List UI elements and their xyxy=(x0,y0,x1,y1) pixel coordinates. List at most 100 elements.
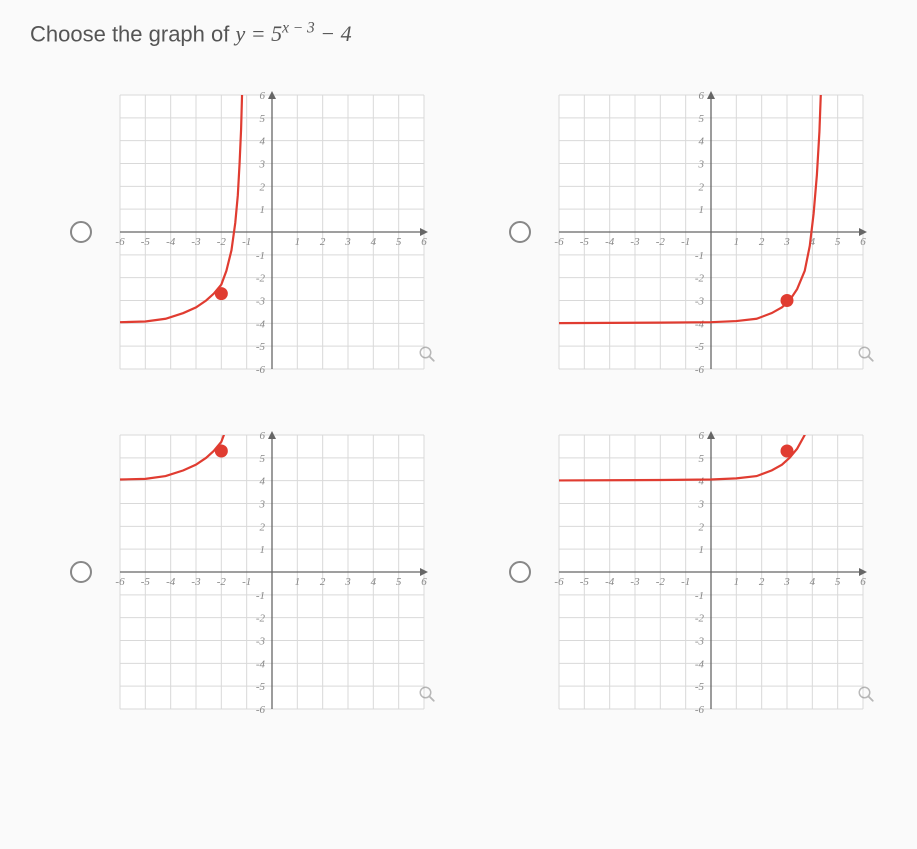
chart-option-A[interactable]: -6-5-4-3-2-1123456-6-5-4-3-2-1123456 xyxy=(70,77,449,387)
svg-text:5: 5 xyxy=(698,453,704,465)
svg-text:3: 3 xyxy=(344,576,351,588)
chart-option-B[interactable]: -6-5-4-3-2-1123456-6-5-4-3-2-1123456 xyxy=(509,77,888,387)
svg-text:-1: -1 xyxy=(681,236,690,248)
svg-text:-1: -1 xyxy=(681,576,690,588)
svg-text:-4: -4 xyxy=(694,319,704,331)
magnify-icon[interactable] xyxy=(857,685,875,703)
radio-button[interactable] xyxy=(70,561,92,583)
svg-text:-2: -2 xyxy=(655,236,665,248)
svg-text:-5: -5 xyxy=(256,681,266,693)
chart-plot: -6 -5 -4 -3 -2 -1 1 2 3 4 5 6 -6 -5 -4 -3 -2 -1 1 2 3 4 5 6 xyxy=(541,417,881,727)
svg-text:2: 2 xyxy=(260,182,266,194)
charts-grid: -6 -5 -4 -3 -2 -1 1 2 3 4 5 6 -6 -5 -4 -3 -2 -1 1 2 3 4 5 6 -6 -5… xyxy=(30,77,887,727)
chart-option-C[interactable]: -6-5-4-3-2-1123456-6-5-4-3-2-1123456 xyxy=(70,417,449,727)
svg-text:-4: -4 xyxy=(166,236,176,248)
svg-text:1: 1 xyxy=(698,544,704,556)
svg-text:-4: -4 xyxy=(605,236,615,248)
svg-text:-1: -1 xyxy=(256,250,265,262)
svg-text:6: 6 xyxy=(421,236,427,248)
svg-text:5: 5 xyxy=(396,236,402,248)
svg-text:1: 1 xyxy=(295,576,301,588)
svg-text:-6: -6 xyxy=(115,236,125,248)
magnify-icon[interactable] xyxy=(418,345,436,363)
svg-text:-1: -1 xyxy=(256,590,265,602)
question-prefix: Choose the graph of xyxy=(30,21,235,46)
svg-text:-3: -3 xyxy=(191,236,201,248)
chart-option-D[interactable]: -6 -5 -4 -3 -2 -1 1 2 3 4 5 6 -6 -5 -4 -3 -2 -1 1 2 3 4 5 6 xyxy=(509,417,888,727)
svg-text:-6: -6 xyxy=(256,364,266,376)
svg-text:6: 6 xyxy=(698,430,704,442)
svg-text:-2: -2 xyxy=(256,613,266,625)
svg-text:2: 2 xyxy=(698,182,704,194)
svg-text:5: 5 xyxy=(260,113,266,125)
svg-text:1: 1 xyxy=(733,236,739,248)
svg-text:-2: -2 xyxy=(655,576,665,588)
svg-text:-4: -4 xyxy=(694,659,704,671)
radio-button[interactable] xyxy=(509,221,531,243)
radio-button[interactable] xyxy=(509,561,531,583)
svg-text:-2: -2 xyxy=(217,236,227,248)
svg-text:-4: -4 xyxy=(256,319,266,331)
svg-text:-3: -3 xyxy=(630,576,640,588)
svg-text:3: 3 xyxy=(783,236,790,248)
svg-text:3: 3 xyxy=(783,576,790,588)
svg-text:2: 2 xyxy=(260,522,266,534)
svg-text:-4: -4 xyxy=(166,576,176,588)
svg-text:-5: -5 xyxy=(141,236,151,248)
svg-text:6: 6 xyxy=(860,576,866,588)
svg-text:-1: -1 xyxy=(694,250,703,262)
svg-text:6: 6 xyxy=(860,236,866,248)
svg-text:-6: -6 xyxy=(694,704,704,716)
svg-text:-5: -5 xyxy=(256,341,266,353)
svg-text:-5: -5 xyxy=(579,576,589,588)
svg-text:4: 4 xyxy=(698,476,704,488)
svg-text:3: 3 xyxy=(259,499,266,511)
svg-text:5: 5 xyxy=(396,576,402,588)
svg-text:-2: -2 xyxy=(694,613,704,625)
svg-text:-1: -1 xyxy=(242,576,251,588)
svg-text:4: 4 xyxy=(809,576,815,588)
svg-text:6: 6 xyxy=(260,430,266,442)
svg-text:-6: -6 xyxy=(256,704,266,716)
svg-text:6: 6 xyxy=(421,576,427,588)
svg-text:4: 4 xyxy=(260,136,266,148)
svg-text:2: 2 xyxy=(698,522,704,534)
svg-text:4: 4 xyxy=(371,236,377,248)
svg-text:5: 5 xyxy=(260,453,266,465)
svg-text:-6: -6 xyxy=(694,364,704,376)
question-text: Choose the graph of y = 5x − 3 − 4 xyxy=(30,20,887,47)
svg-text:-1: -1 xyxy=(242,236,251,248)
svg-text:1: 1 xyxy=(733,576,739,588)
svg-text:6: 6 xyxy=(260,90,266,102)
svg-text:-3: -3 xyxy=(191,576,201,588)
svg-text:-1: -1 xyxy=(694,590,703,602)
svg-text:1: 1 xyxy=(260,204,266,216)
svg-text:-6: -6 xyxy=(554,576,564,588)
svg-text:-4: -4 xyxy=(605,576,615,588)
svg-text:-3: -3 xyxy=(694,636,704,648)
svg-text:2: 2 xyxy=(758,236,764,248)
svg-text:2: 2 xyxy=(758,576,764,588)
svg-text:6: 6 xyxy=(698,90,704,102)
magnify-icon[interactable] xyxy=(418,685,436,703)
svg-text:-3: -3 xyxy=(630,236,640,248)
svg-text:3: 3 xyxy=(344,236,351,248)
equation: y = 5x − 3 − 4 xyxy=(235,21,351,46)
svg-text:4: 4 xyxy=(371,576,377,588)
radio-button[interactable] xyxy=(70,221,92,243)
magnify-icon[interactable] xyxy=(857,345,875,363)
svg-text:1: 1 xyxy=(295,236,301,248)
svg-text:-6: -6 xyxy=(115,576,125,588)
svg-text:4: 4 xyxy=(260,476,266,488)
svg-text:1: 1 xyxy=(260,544,266,556)
chart-plot: -6-5-4-3-2-1123456-6-5-4-3-2-1123456 xyxy=(541,77,881,387)
svg-text:-5: -5 xyxy=(579,236,589,248)
svg-text:-4: -4 xyxy=(256,659,266,671)
svg-text:-2: -2 xyxy=(694,273,704,285)
svg-text:-5: -5 xyxy=(694,681,704,693)
svg-text:5: 5 xyxy=(834,576,840,588)
svg-text:4: 4 xyxy=(698,136,704,148)
svg-text:3: 3 xyxy=(697,499,704,511)
svg-text:5: 5 xyxy=(698,113,704,125)
svg-text:1: 1 xyxy=(698,204,704,216)
